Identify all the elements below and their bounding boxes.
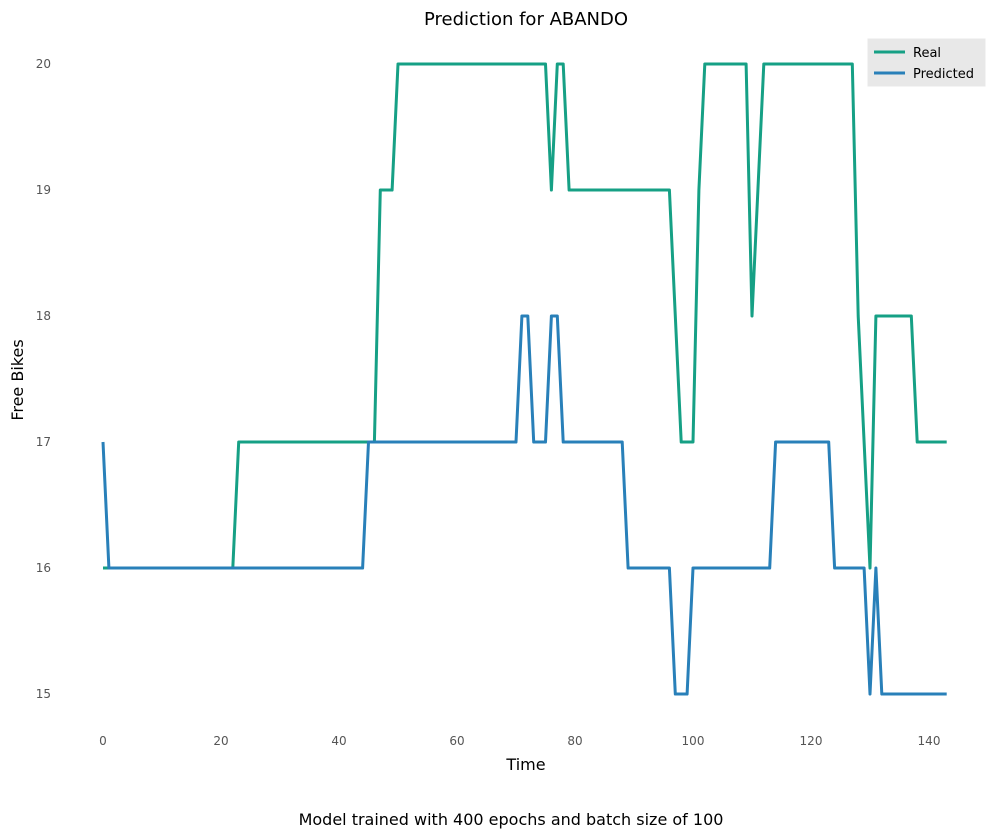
x-axis-ticks: 0 20 40 60 80 100 120 140 (99, 734, 940, 748)
x-tick-label: 20 (213, 734, 228, 748)
y-axis-label: Free Bikes (8, 339, 27, 420)
x-tick-label: 40 (331, 734, 346, 748)
y-axis-ticks: 15 16 17 18 19 20 (36, 57, 51, 701)
x-axis-label: Time (505, 755, 545, 774)
legend: Real Predicted (867, 38, 986, 87)
y-tick-label: 15 (36, 687, 51, 701)
series-lines (101, 62, 947, 696)
series-line-predicted (101, 314, 947, 696)
legend-box (867, 38, 986, 87)
legend-label-predicted: Predicted (913, 67, 974, 82)
x-tick-label: 100 (682, 734, 705, 748)
x-tick-label: 60 (449, 734, 464, 748)
x-tick-label: 120 (800, 734, 823, 748)
x-tick-label: 0 (99, 734, 107, 748)
y-tick-label: 19 (36, 183, 51, 197)
x-tick-label: 140 (918, 734, 941, 748)
legend-label-real: Real (913, 46, 941, 61)
chart-caption: Model trained with 400 epochs and batch … (299, 810, 724, 829)
y-tick-label: 16 (36, 561, 51, 575)
series-line-real (103, 62, 947, 570)
y-tick-label: 20 (36, 57, 51, 71)
x-tick-label: 80 (567, 734, 582, 748)
chart-title: Prediction for ABANDO (424, 9, 628, 30)
y-tick-label: 17 (36, 435, 51, 449)
y-tick-label: 18 (36, 309, 51, 323)
